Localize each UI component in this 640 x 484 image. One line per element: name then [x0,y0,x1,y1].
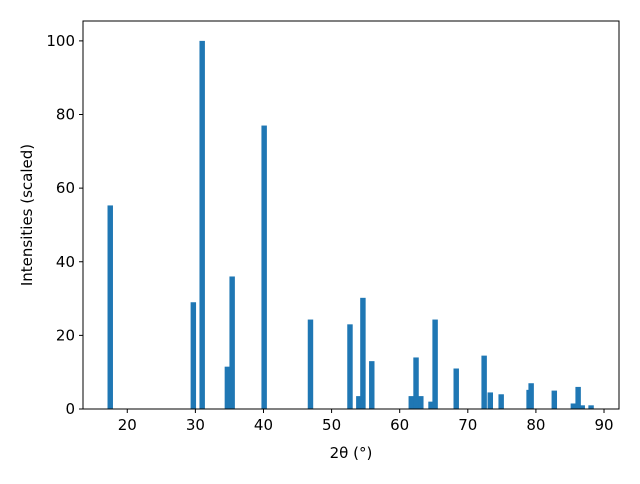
x-tick-label: 80 [526,416,545,434]
bar [588,405,594,409]
bar [190,302,197,409]
y-tick-label: 100 [46,32,75,50]
x-tick-label: 20 [118,416,137,434]
x-tick-label: 40 [254,416,273,434]
bar [356,396,362,409]
bar [428,401,434,409]
bar [107,205,113,409]
bar [413,357,419,409]
bar [432,319,438,409]
y-tick-label: 20 [56,326,75,344]
y-axis-label: Intensities (scaled) [18,144,36,286]
bar [453,368,459,409]
x-tick-label: 70 [458,416,477,434]
bar [579,405,585,409]
bar [224,366,231,409]
bar [408,396,414,409]
bar [307,319,314,409]
bar [570,403,577,409]
bar [229,276,235,409]
y-tick-label: 40 [56,253,75,271]
bar [481,355,487,409]
bar [360,297,366,409]
bar [347,324,353,409]
x-axis-label: 2θ (°) [330,444,373,462]
y-tick-label: 0 [65,400,75,418]
bar [487,392,494,409]
bar [528,383,534,409]
bar [575,386,581,409]
bar [261,125,267,410]
plot-frame [82,20,620,410]
bar [199,40,205,409]
bar [369,361,375,409]
bar [418,396,424,409]
x-tick-label: 60 [390,416,409,434]
y-tick-label: 60 [56,179,75,197]
bar [498,394,504,409]
bar [551,390,558,409]
y-tick-label: 80 [56,106,75,124]
x-tick-label: 50 [322,416,341,434]
x-tick-label: 30 [186,416,205,434]
x-tick-label: 90 [594,416,613,434]
